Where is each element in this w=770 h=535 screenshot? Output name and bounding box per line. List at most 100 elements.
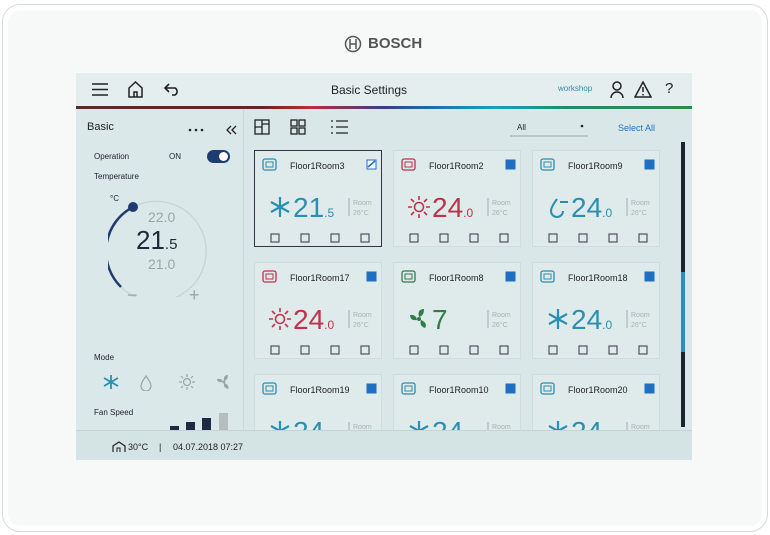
temperature-up[interactable]: 22.0 [148, 209, 176, 225]
room-grid: Floor1Room3 21.5 Room 26°C Floor1Room2 24.0 Ro… [254, 145, 684, 430]
minus-button[interactable]: − [127, 285, 138, 305]
room-setpoint: 24 [293, 416, 324, 430]
room-label: Room [353, 200, 372, 207]
room-temperature: 26°C [631, 210, 647, 217]
setpoint-int: 21 [136, 225, 165, 255]
page-title: Basic Settings [331, 83, 408, 97]
footer-separator: | [159, 442, 162, 452]
room-label: Room [353, 312, 372, 319]
room-card[interactable]: Floor1Room18 24.0 Room 26°C [532, 262, 660, 359]
room-name: Floor1Room17 [290, 273, 350, 283]
room-setpoint: 24.0 [571, 192, 612, 224]
setpoint-int: 24 [571, 304, 603, 335]
room-name: Floor1Room9 [568, 161, 623, 171]
room-card-icons [262, 270, 377, 355]
brand: BOSCH [368, 35, 423, 52]
room-card-icons [540, 158, 655, 243]
view-switcher[interactable] [254, 119, 354, 135]
room-card-icons [540, 270, 655, 355]
temperature-setpoint: 21.5 [136, 225, 177, 256]
room-card-icons [401, 158, 516, 243]
user-name[interactable]: workshop [558, 84, 593, 93]
room-card-icons [262, 382, 377, 430]
setpoint-dec: .5 [164, 236, 178, 253]
menu-button[interactable] [92, 83, 108, 96]
filter-dropdown-box[interactable] [510, 117, 590, 137]
room-card[interactable]: Floor1Room19 24 Room [254, 374, 382, 430]
room-name: Floor1Room18 [568, 273, 628, 283]
room-temperature: 26°C [353, 322, 369, 329]
back-button[interactable] [164, 82, 181, 96]
room-card-icons [540, 382, 655, 430]
screen: Basic Settings workshop ? Basic Operatio… [76, 73, 692, 460]
room-setpoint: 24.0 [571, 304, 612, 336]
room-label: Room [631, 312, 650, 319]
operation-value: ON [169, 152, 181, 161]
filter-dropdown[interactable]: All [517, 123, 526, 132]
setpoint-int: 24 [432, 192, 464, 223]
room-card[interactable]: Floor1Room10 24 Room [393, 374, 521, 430]
setpoint-int: 24 [293, 304, 325, 335]
setpoint-dec: .0 [602, 318, 613, 332]
operation-toggle[interactable] [207, 150, 230, 163]
fan-speed-label: Fan Speed [94, 408, 134, 417]
room-temperature: 26°C [631, 322, 647, 329]
room-name: Floor1Room20 [568, 385, 628, 395]
setpoint-dec: .5 [324, 206, 335, 220]
home-button[interactable] [127, 80, 144, 98]
room-label: Room [492, 312, 511, 319]
room-label: Room [631, 424, 650, 430]
room-label: Room [492, 424, 511, 430]
room-name: Floor1Room19 [290, 385, 350, 395]
room-temperature: 26°C [353, 210, 369, 217]
room-setpoint: 24.0 [432, 192, 473, 224]
temperature-down[interactable]: 21.0 [148, 256, 176, 272]
sidebar: Basic Operation ON Temperature °C 22.0 2… [76, 109, 244, 440]
room-card[interactable]: Floor1Room9 24.0 Room 26°C [532, 150, 660, 247]
mode-selector[interactable] [100, 373, 235, 391]
room-card[interactable]: Floor1Room20 24 Room [532, 374, 660, 430]
room-label: Room [353, 424, 372, 430]
setpoint-dec: .0 [324, 318, 335, 332]
room-card-icons [401, 270, 516, 355]
help-button[interactable]: ? [665, 80, 674, 97]
room-card[interactable]: Floor1Room8 7 Room 26°C [393, 262, 521, 359]
room-card[interactable]: Floor1Room3 21.5 Room 26°C [254, 150, 382, 247]
mode-label: Mode [94, 353, 115, 362]
temperature-label: Temperature [94, 172, 139, 181]
room-temperature: 26°C [492, 322, 508, 329]
temperature-unit: °C [110, 194, 119, 203]
room-name: Floor1Room8 [429, 273, 484, 283]
header: Basic Settings workshop ? [76, 73, 692, 106]
sidebar-title: Basic [87, 121, 114, 133]
select-all-button[interactable]: Select All [618, 123, 656, 133]
room-setpoint: 7 [432, 304, 448, 336]
scrollbar[interactable] [680, 142, 686, 427]
room-setpoint: 24 [432, 416, 463, 430]
room-name: Floor1Room10 [429, 385, 489, 395]
operation-label: Operation [94, 152, 130, 161]
setpoint-int: 24 [432, 416, 463, 430]
outdoor-icon [112, 441, 126, 452]
room-card-icons [262, 158, 377, 243]
setpoint-dec: .0 [602, 206, 613, 220]
room-setpoint: 21.5 [293, 192, 334, 224]
outdoor-temperature: 30°C [128, 442, 149, 452]
room-card[interactable]: Floor1Room2 24.0 Room 26°C [393, 150, 521, 247]
room-label: Room [631, 200, 650, 207]
plus-button[interactable]: + [189, 285, 200, 305]
room-setpoint: 24.0 [293, 304, 334, 336]
sidebar-controls[interactable] [188, 125, 238, 135]
room-name: Floor1Room3 [290, 161, 345, 171]
setpoint-int: 24 [571, 192, 603, 223]
user-button[interactable] [610, 81, 624, 98]
setpoint-dec: .0 [463, 206, 474, 220]
footer: 30°C | 04.07.2018 07:27 [76, 430, 692, 460]
setpoint-int: 21 [293, 192, 325, 223]
temperature-dial[interactable] [108, 197, 218, 297]
room-card[interactable]: Floor1Room17 24.0 Room 26°C [254, 262, 382, 359]
alarm-button[interactable] [634, 81, 652, 98]
setpoint-int: 7 [432, 304, 448, 335]
date-time: 04.07.2018 07:27 [173, 442, 244, 452]
room-setpoint: 24 [571, 416, 602, 430]
